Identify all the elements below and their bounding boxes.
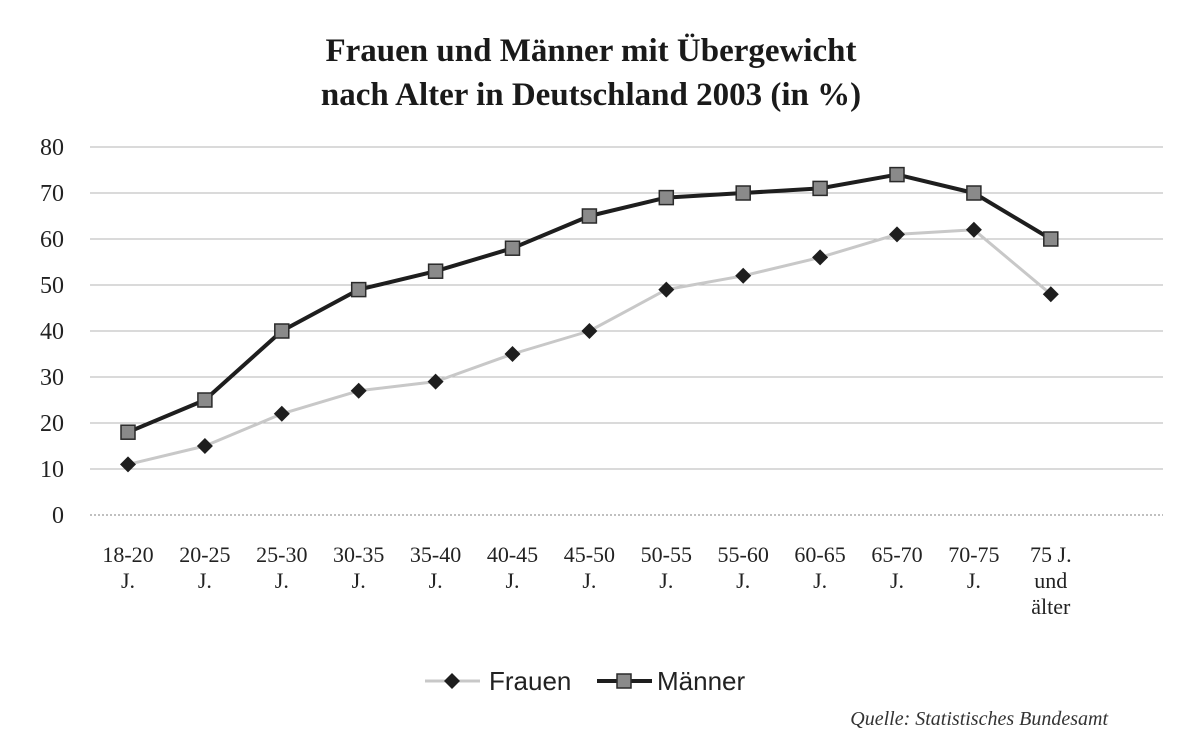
- x-tick-label: 70-75 J.: [948, 542, 999, 593]
- data-point-frauen: [504, 346, 521, 362]
- legend-marker: [444, 673, 460, 689]
- data-point-frauen: [965, 221, 982, 238]
- legend: Frauen Männer: [425, 666, 745, 696]
- data-point-männer: [889, 166, 905, 183]
- series-lines: [120, 166, 1059, 473]
- data-point-männer: [274, 323, 290, 339]
- data-point-männer: [504, 240, 521, 256]
- data-point-frauen: [120, 456, 136, 473]
- x-tick-label: 55-60 J.: [718, 542, 769, 593]
- data-point-frauen: [1042, 286, 1059, 303]
- legend-label-männer: Männer: [657, 666, 745, 696]
- legend-item-frauen: Frauen: [425, 666, 571, 696]
- y-tick-label-0: 0: [52, 503, 64, 529]
- data-point-männer: [581, 208, 598, 224]
- legend-item-männer: Männer: [597, 666, 745, 696]
- data-point-männer: [427, 263, 444, 279]
- y-axis-tick-labels: 0 10 20 30 40 50 60 70 80: [40, 135, 64, 529]
- source-note: Quelle: Statistisches Bundesamt: [850, 708, 1108, 730]
- data-point-männer: [735, 185, 751, 201]
- data-point-männer: [658, 189, 675, 206]
- legend-marker: [616, 673, 632, 689]
- x-tick-label: 45-50 J.: [564, 542, 615, 593]
- data-point-frauen: [889, 226, 905, 243]
- data-point-frauen: [735, 267, 752, 284]
- x-tick-label: 40-45 J.: [487, 542, 538, 593]
- x-tick-label: 60-65 J.: [794, 542, 845, 593]
- x-tick-label: 18-20 J.: [102, 542, 153, 593]
- y-tick-label-20: 20: [40, 411, 64, 437]
- y-tick-label-30: 30: [40, 365, 64, 391]
- data-point-männer: [350, 281, 367, 298]
- data-point-männer: [197, 392, 213, 408]
- data-point-männer: [812, 180, 828, 197]
- legend-label-frauen: Frauen: [489, 666, 571, 696]
- y-tick-label-60: 60: [40, 227, 64, 253]
- x-tick-label: 50-55 J.: [641, 542, 692, 593]
- chart-title-line-1: Frauen und Männer mit Übergewicht: [325, 33, 857, 69]
- x-axis-tick-labels: 18-20 J. 20-25 J. 25-30 J. 30-35 J. 35-40 J. 40-45…: [102, 542, 1071, 619]
- data-point-männer: [1043, 231, 1059, 247]
- series-männer: [120, 166, 1059, 440]
- series-frauen: [120, 221, 1059, 473]
- data-point-männer: [966, 185, 982, 201]
- x-tick-label: 65-70 J.: [871, 542, 922, 593]
- x-tick-label: 20-25 J.: [179, 542, 230, 593]
- y-tick-label-40: 40: [40, 319, 64, 345]
- gridlines: [90, 146, 1163, 516]
- data-point-frauen: [581, 323, 598, 339]
- data-point-frauen: [812, 249, 829, 266]
- x-tick-label: 30-35 J.: [333, 542, 384, 593]
- x-tick-label: 75 J. und älter: [1030, 542, 1072, 619]
- data-point-frauen: [427, 373, 444, 390]
- data-point-frauen: [273, 405, 290, 422]
- y-tick-label-50: 50: [40, 273, 64, 299]
- chart-title-line-2: nach Alter in Deutschland 2003 (in %): [320, 77, 862, 113]
- x-tick-label: 35-40 J.: [410, 542, 461, 593]
- data-point-männer: [120, 424, 136, 440]
- data-point-frauen: [350, 382, 367, 399]
- y-tick-label-70: 70: [40, 181, 64, 207]
- x-tick-label: 25-30 J.: [256, 542, 307, 593]
- y-tick-label-10: 10: [40, 457, 64, 483]
- y-tick-label-80: 80: [40, 135, 64, 161]
- data-point-frauen: [196, 438, 213, 454]
- data-point-frauen: [658, 281, 675, 298]
